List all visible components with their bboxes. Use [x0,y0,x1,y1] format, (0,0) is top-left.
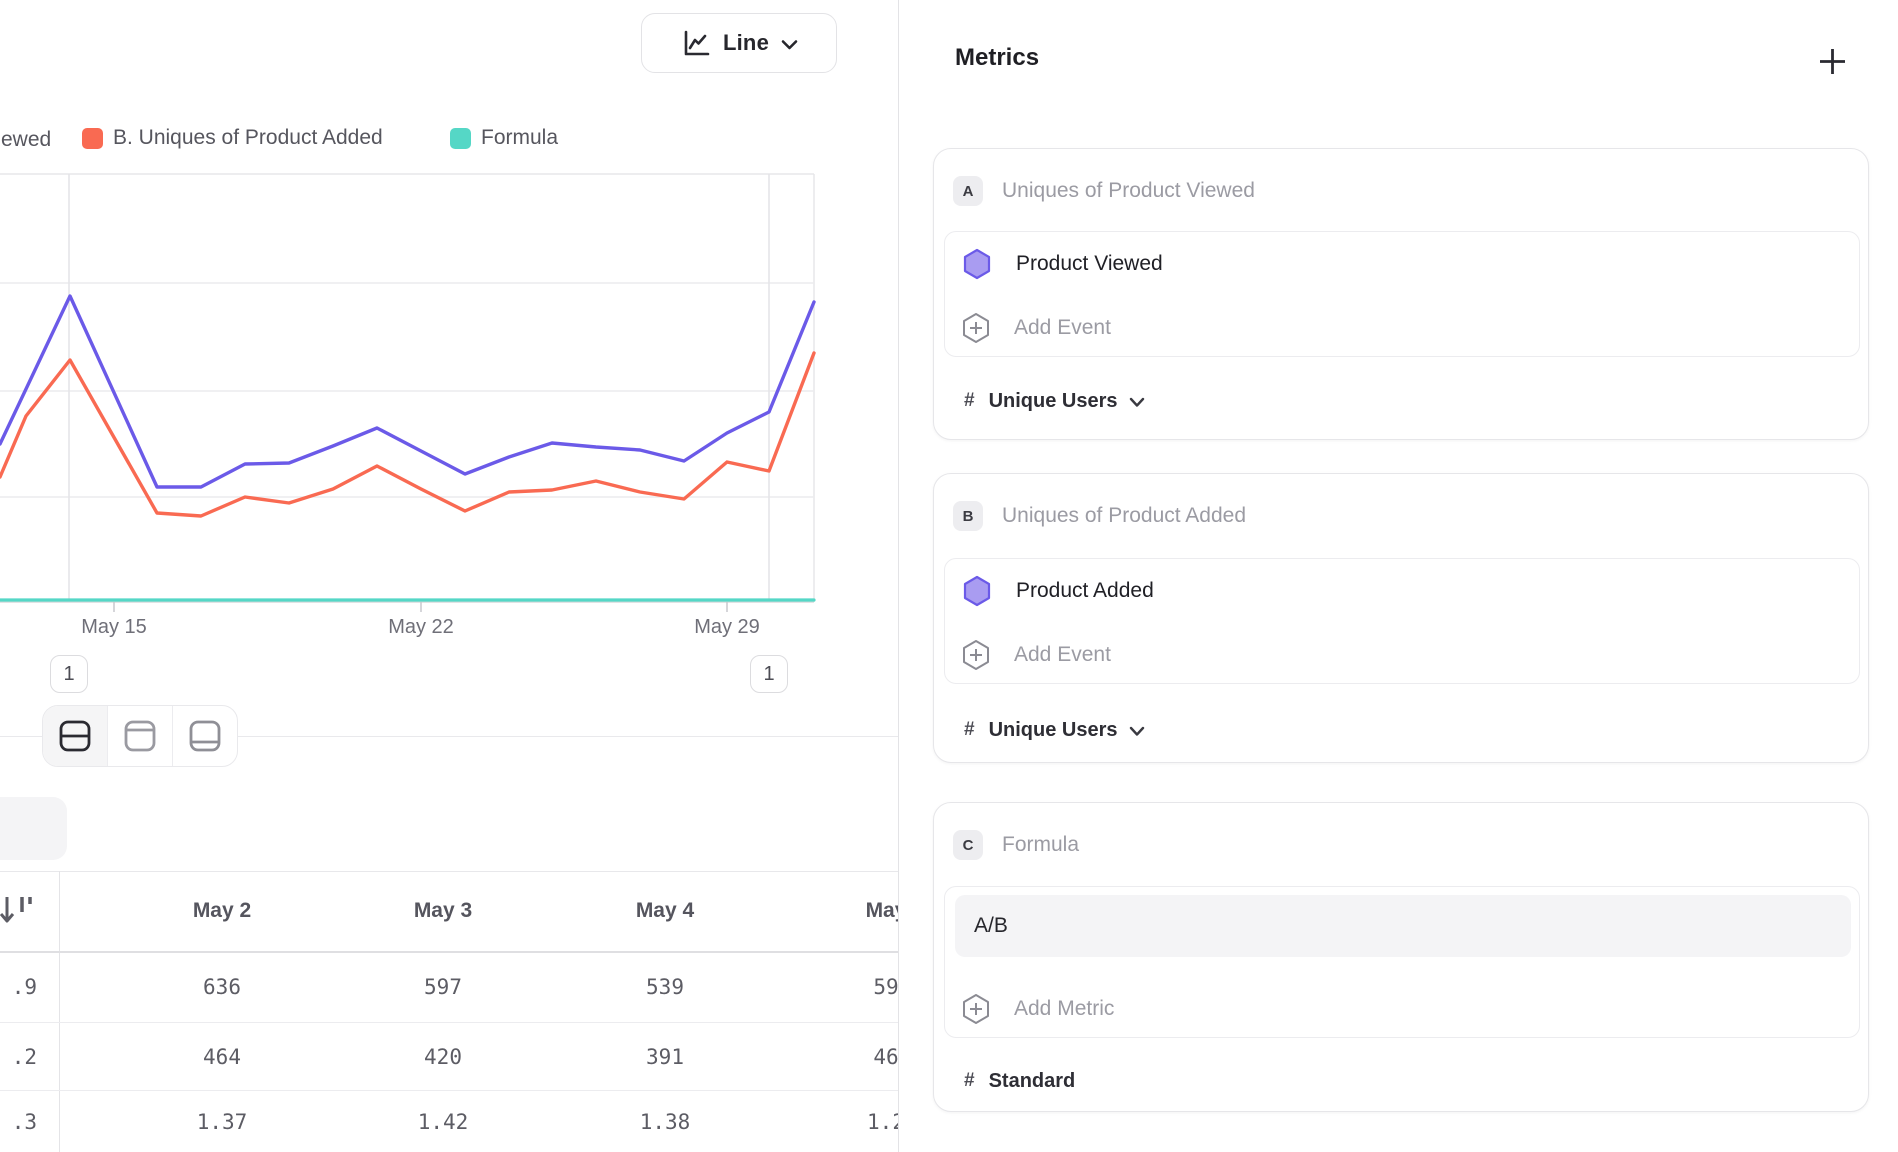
table-cell: 1.2 [867,1109,898,1134]
x-tick-may-29: May 29 [694,616,760,638]
panel-bottom-icon [187,718,223,754]
panel-top-icon [122,718,158,754]
hash-icon: # [964,390,975,411]
chart-type-button[interactable]: Line [641,13,837,73]
metric-card-c: C Formula A/B Add Metric # Standard [933,802,1869,1112]
measure-label: Unique Users [988,718,1118,741]
table-top-border [0,871,898,872]
table-cell: 420 [424,1044,462,1069]
table-row-divider-1 [0,1022,898,1023]
hash-icon: # [964,1070,975,1091]
table-cell: 539 [646,975,684,999]
x-tick-may-15: May 15 [81,616,147,638]
table-cell: 1.37 [196,1109,248,1134]
legend-item-a-partial[interactable]: ewed [1,128,52,151]
event-hexagon-icon [963,248,991,280]
metric-letter-badge: A [953,176,983,206]
section-divider [0,736,898,737]
event-row-product-added[interactable]: Product Added [945,565,1859,617]
chart-legend: ewed B. Uniques of Product Added Formula [0,126,898,154]
chevron-down-icon [781,39,798,51]
event-hexagon-icon [963,575,991,607]
legend-item-b[interactable]: B. Uniques of Product Added [82,126,383,150]
metric-card-title: Uniques of Product Viewed [1002,179,1255,202]
measure-selector[interactable]: # Standard [934,1066,1075,1096]
table-cell: 1.38 [639,1109,691,1134]
event-name: Product Added [1016,579,1154,602]
chevron-down-icon [1129,397,1145,408]
formula-input[interactable]: A/B [955,895,1851,957]
chart-type-label: Line [722,30,770,55]
legend-item-formula-label: Formula [481,126,559,149]
table-cell: 1.42 [417,1109,469,1134]
table-cell-left-r2: .2 [11,1044,37,1069]
table-cell: 391 [646,1044,684,1069]
measure-label: Standard [988,1069,1076,1092]
add-event-hexagon-plus-icon [961,639,991,671]
legend-swatch-teal [450,127,471,149]
split-horizontal-icon [57,718,93,754]
event-name: Product Viewed [1016,252,1163,275]
hash-icon: # [964,719,975,740]
annotation-badge-1[interactable]: 1 [50,655,88,693]
event-block: Product Viewed Add Event [944,231,1860,357]
table-cell-left-r1: .9 [11,975,37,999]
table-header-border [0,951,898,953]
table-cell: 464 [203,1044,241,1069]
sort-descending-icon[interactable] [0,891,35,934]
table-cell: 46 [873,1044,898,1069]
layout-toggle-panel-top[interactable] [107,706,172,766]
add-event-row[interactable]: Add Event [945,302,1859,354]
table-header-may-2[interactable]: May 2 [192,899,252,922]
measure-selector[interactable]: # Unique Users [934,386,1145,416]
table-header-may-4[interactable]: May 4 [635,899,695,922]
table-header-may-3[interactable]: May 3 [413,899,473,922]
formula-block: A/B Add Metric [944,886,1860,1038]
chart-region: Line ewed B. Uniques of Product Added Fo… [0,0,898,1152]
chevron-down-icon [1129,726,1145,737]
event-block: Product Added Add Event [944,558,1860,684]
series-b-line [0,351,816,518]
x-tick-may-22: May 22 [388,616,454,638]
layout-toggle-split-horizontal[interactable] [43,706,107,766]
metric-letter-badge: C [953,830,983,860]
add-metric-hexagon-plus-icon [961,993,991,1025]
measure-selector[interactable]: # Unique Users [934,715,1145,745]
legend-swatch-orange [82,127,103,149]
measure-label: Unique Users [988,389,1118,412]
add-metric-row[interactable]: Add Metric [945,983,1859,1035]
metric-card-title: Formula [1002,833,1080,856]
metric-letter-badge: B [953,501,983,531]
legend-item-b-label: B. Uniques of Product Added [113,126,383,149]
annotation-badge-2[interactable]: 1 [750,655,788,693]
table-cell: 636 [203,975,241,999]
line-chart-icon [680,28,711,59]
table-cell: 597 [424,975,462,999]
series-a-line [0,294,816,489]
add-event-hexagon-plus-icon [961,312,991,344]
line-chart-plot[interactable] [0,0,898,660]
add-event-label: Add Event [1014,316,1111,339]
layout-toggle-panel-bottom[interactable] [172,706,237,766]
metrics-panel-title: Metrics [955,44,1040,71]
table-header-may-5-clipped[interactable]: May [865,899,898,922]
table-cell: 59 [873,975,898,999]
add-event-row[interactable]: Add Event [945,629,1859,681]
table-column-divider [59,871,60,1152]
add-event-label: Add Event [1014,643,1111,666]
add-metric-label: Add Metric [1014,997,1115,1020]
metric-card-b: B Uniques of Product Added Product Added… [933,473,1869,763]
formula-text: A/B [974,914,1008,937]
panel-divider [898,0,899,1152]
layout-toggle-group [42,705,238,767]
table-filter-pill[interactable] [0,797,67,860]
add-metric-plus-icon[interactable] [1818,47,1847,81]
legend-item-formula[interactable]: Formula [450,126,558,150]
metric-card-title: Uniques of Product Added [1002,504,1247,527]
table-cell-left-r3: .3 [11,1109,37,1134]
metric-card-a: A Uniques of Product Viewed Product View… [933,148,1869,440]
event-row-product-viewed[interactable]: Product Viewed [945,238,1859,290]
table-row-divider-2 [0,1090,898,1091]
